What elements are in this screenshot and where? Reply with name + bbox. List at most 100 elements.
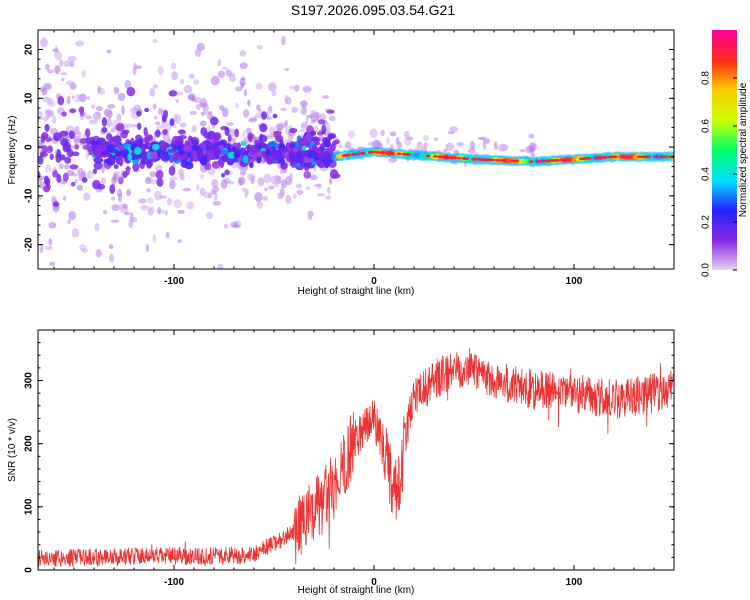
heatmap-cell [224,126,230,137]
heatmap-cell [305,186,311,191]
heatmap-cell [124,80,132,90]
heatmap-cell [267,185,275,190]
heatmap-cell [45,145,54,154]
heatmap-cell [535,160,541,163]
heatmap-cell [69,164,79,170]
heatmap-cell [183,85,193,94]
heatmap-cell [211,179,219,188]
heatmap-cell [220,149,229,154]
heatmap-cell [71,151,80,157]
heatmap-cell [133,62,138,71]
heatmap-cell [113,164,119,170]
heatmap-cell [259,123,268,133]
heatmap-cell [86,145,94,153]
heatmap-cell [44,123,50,132]
heatmap-cell [331,173,341,179]
heatmap-cell [56,173,62,183]
heatmap-cell [74,144,80,150]
heatmap-cell [149,171,157,178]
heatmap-cell [509,159,515,163]
heatmap-cell [347,130,356,139]
heatmap-cell [106,49,112,54]
heatmap-cell [265,148,271,155]
heatmap-cell [137,122,142,131]
heatmap-cell [76,93,82,100]
heatmap-cell [191,139,199,145]
heatmap-cell [68,210,77,221]
heatmap-cell [199,120,207,127]
heatmap-cell [528,133,535,139]
heatmap-cell [456,156,462,160]
heatmap-cell [145,244,149,253]
snr-series-line [38,347,674,568]
heatmap-cell [79,138,89,144]
heatmap-cell [189,110,197,115]
heatmap-cell [226,180,235,185]
heatmap-cell [289,143,296,149]
heatmap-cell [528,160,534,164]
heatmap-cell [129,211,134,220]
heatmap-cell [179,78,185,85]
heatmap-cell [196,184,200,191]
heatmap-cell [39,175,45,181]
heatmap-cell [379,151,385,155]
heatmap-cell [117,92,126,102]
heatmap-cell [79,107,85,117]
snr-y-tick-label: 100 [24,498,35,515]
heatmap-cell [180,159,189,168]
heatmap-cell [603,155,609,159]
heatmap-cell [61,111,67,117]
heatmap-cell [204,132,212,140]
heatmap-cell [238,176,246,186]
heatmap-cell [497,144,507,152]
heatmap-cell [226,122,234,126]
heatmap-cell [299,129,306,133]
heatmap-cell [211,137,216,144]
heatmap-cell [217,58,222,67]
heatmap-cell [175,99,180,103]
heatmap-cell [127,152,133,162]
heatmap-cell [449,126,458,133]
heatmap-cell [296,189,304,195]
heatmap-cell [111,176,117,186]
heatmap-cell [134,146,142,155]
heatmap-cell [372,139,381,149]
heatmap-cell [154,129,161,138]
heatmap-cell [147,197,154,205]
heatmap-cell [38,196,42,200]
heatmap-cell [164,209,168,216]
colorbar-tick-label: 0.2 [701,215,712,229]
heatmap-cell [107,104,116,109]
heatmap-cell [456,142,464,147]
snr-x-tick-label: 100 [566,577,583,588]
heatmap-cell [39,244,44,254]
heatmap-cell [646,155,652,159]
heatmap-cell [59,59,64,67]
heatmap-cell [310,130,317,136]
heatmap-cell [213,190,218,201]
chart-title: S197.2026.095.03.54.G21 [291,2,455,18]
heatmap-cell [470,141,475,150]
heatmap-cell [294,84,300,92]
heatmap-cell [153,116,158,120]
heatmap-cell [663,155,669,159]
heatmap-cell [289,172,293,182]
heatmap-cell [47,69,54,74]
spectrogram-y-tick-label: 10 [24,92,35,104]
heatmap-cell [117,188,123,198]
heatmap-cell [163,109,169,119]
heatmap-cell [41,132,49,139]
heatmap-cell [127,123,135,128]
heatmap-cell [241,130,246,139]
colorbar-tick-label: 0.6 [701,119,712,133]
snr-x-tick-label: -100 [164,577,184,588]
heatmap-cell [307,152,312,159]
heatmap-cell [45,245,53,251]
heatmap-cell [169,176,178,181]
spectrogram-y-tick-label: -20 [24,237,35,252]
heatmap-cell [40,37,48,48]
heatmap-cell [52,115,57,125]
heatmap-cell [209,116,219,126]
heatmap-cell [177,239,182,244]
